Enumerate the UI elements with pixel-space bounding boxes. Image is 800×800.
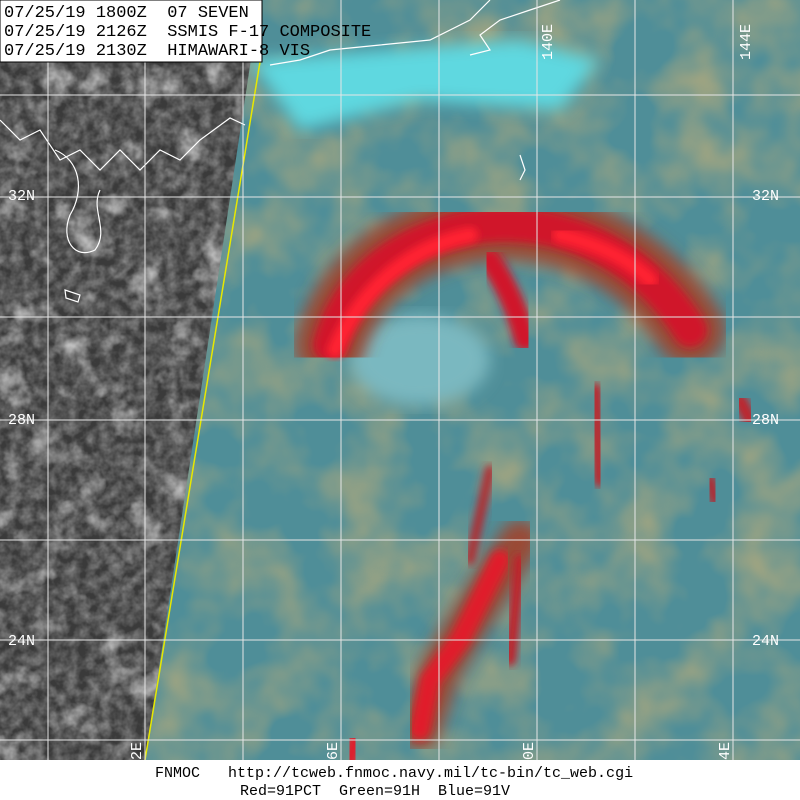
lat-label: 32N: [8, 188, 35, 205]
lat-label: 32N: [752, 188, 779, 205]
microwave-composite: [145, 0, 800, 760]
coastlines: [0, 0, 561, 303]
header-line: 07/25/19 2130Z HIMAWARI-8 VIS: [4, 42, 310, 61]
lat-label: 28N: [752, 412, 779, 429]
footer-band: [0, 760, 800, 800]
lon-label: 0E: [521, 742, 538, 760]
mw-clear-area: [250, 40, 600, 130]
header-line: 07/25/19 1800Z 07 SEVEN: [4, 4, 249, 23]
grid: [0, 0, 800, 760]
mw-eye: [350, 315, 490, 405]
lon-label: 4E: [717, 742, 734, 760]
lat-label: 24N: [752, 633, 779, 650]
footer-channels: Red=91PCT Green=91H Blue=91V: [240, 783, 510, 800]
footer-source: FNMOC: [155, 765, 200, 782]
header-line: 07/25/19 2126Z SSMIS F-17 COMPOSITE: [4, 23, 371, 42]
lat-label: 24N: [8, 633, 35, 650]
lon-label: 6E: [325, 742, 342, 760]
swath-edge: [144, 61, 261, 761]
lon-label: 140E: [540, 24, 557, 60]
lat-label: 28N: [8, 412, 35, 429]
rainbands: [295, 189, 757, 760]
header-box: [0, 0, 263, 63]
lon-label: 2E: [129, 742, 146, 760]
footer-url: http://tcweb.fnmoc.navy.mil/tc-bin/tc_we…: [228, 765, 633, 782]
lon-label: 144E: [738, 24, 755, 60]
